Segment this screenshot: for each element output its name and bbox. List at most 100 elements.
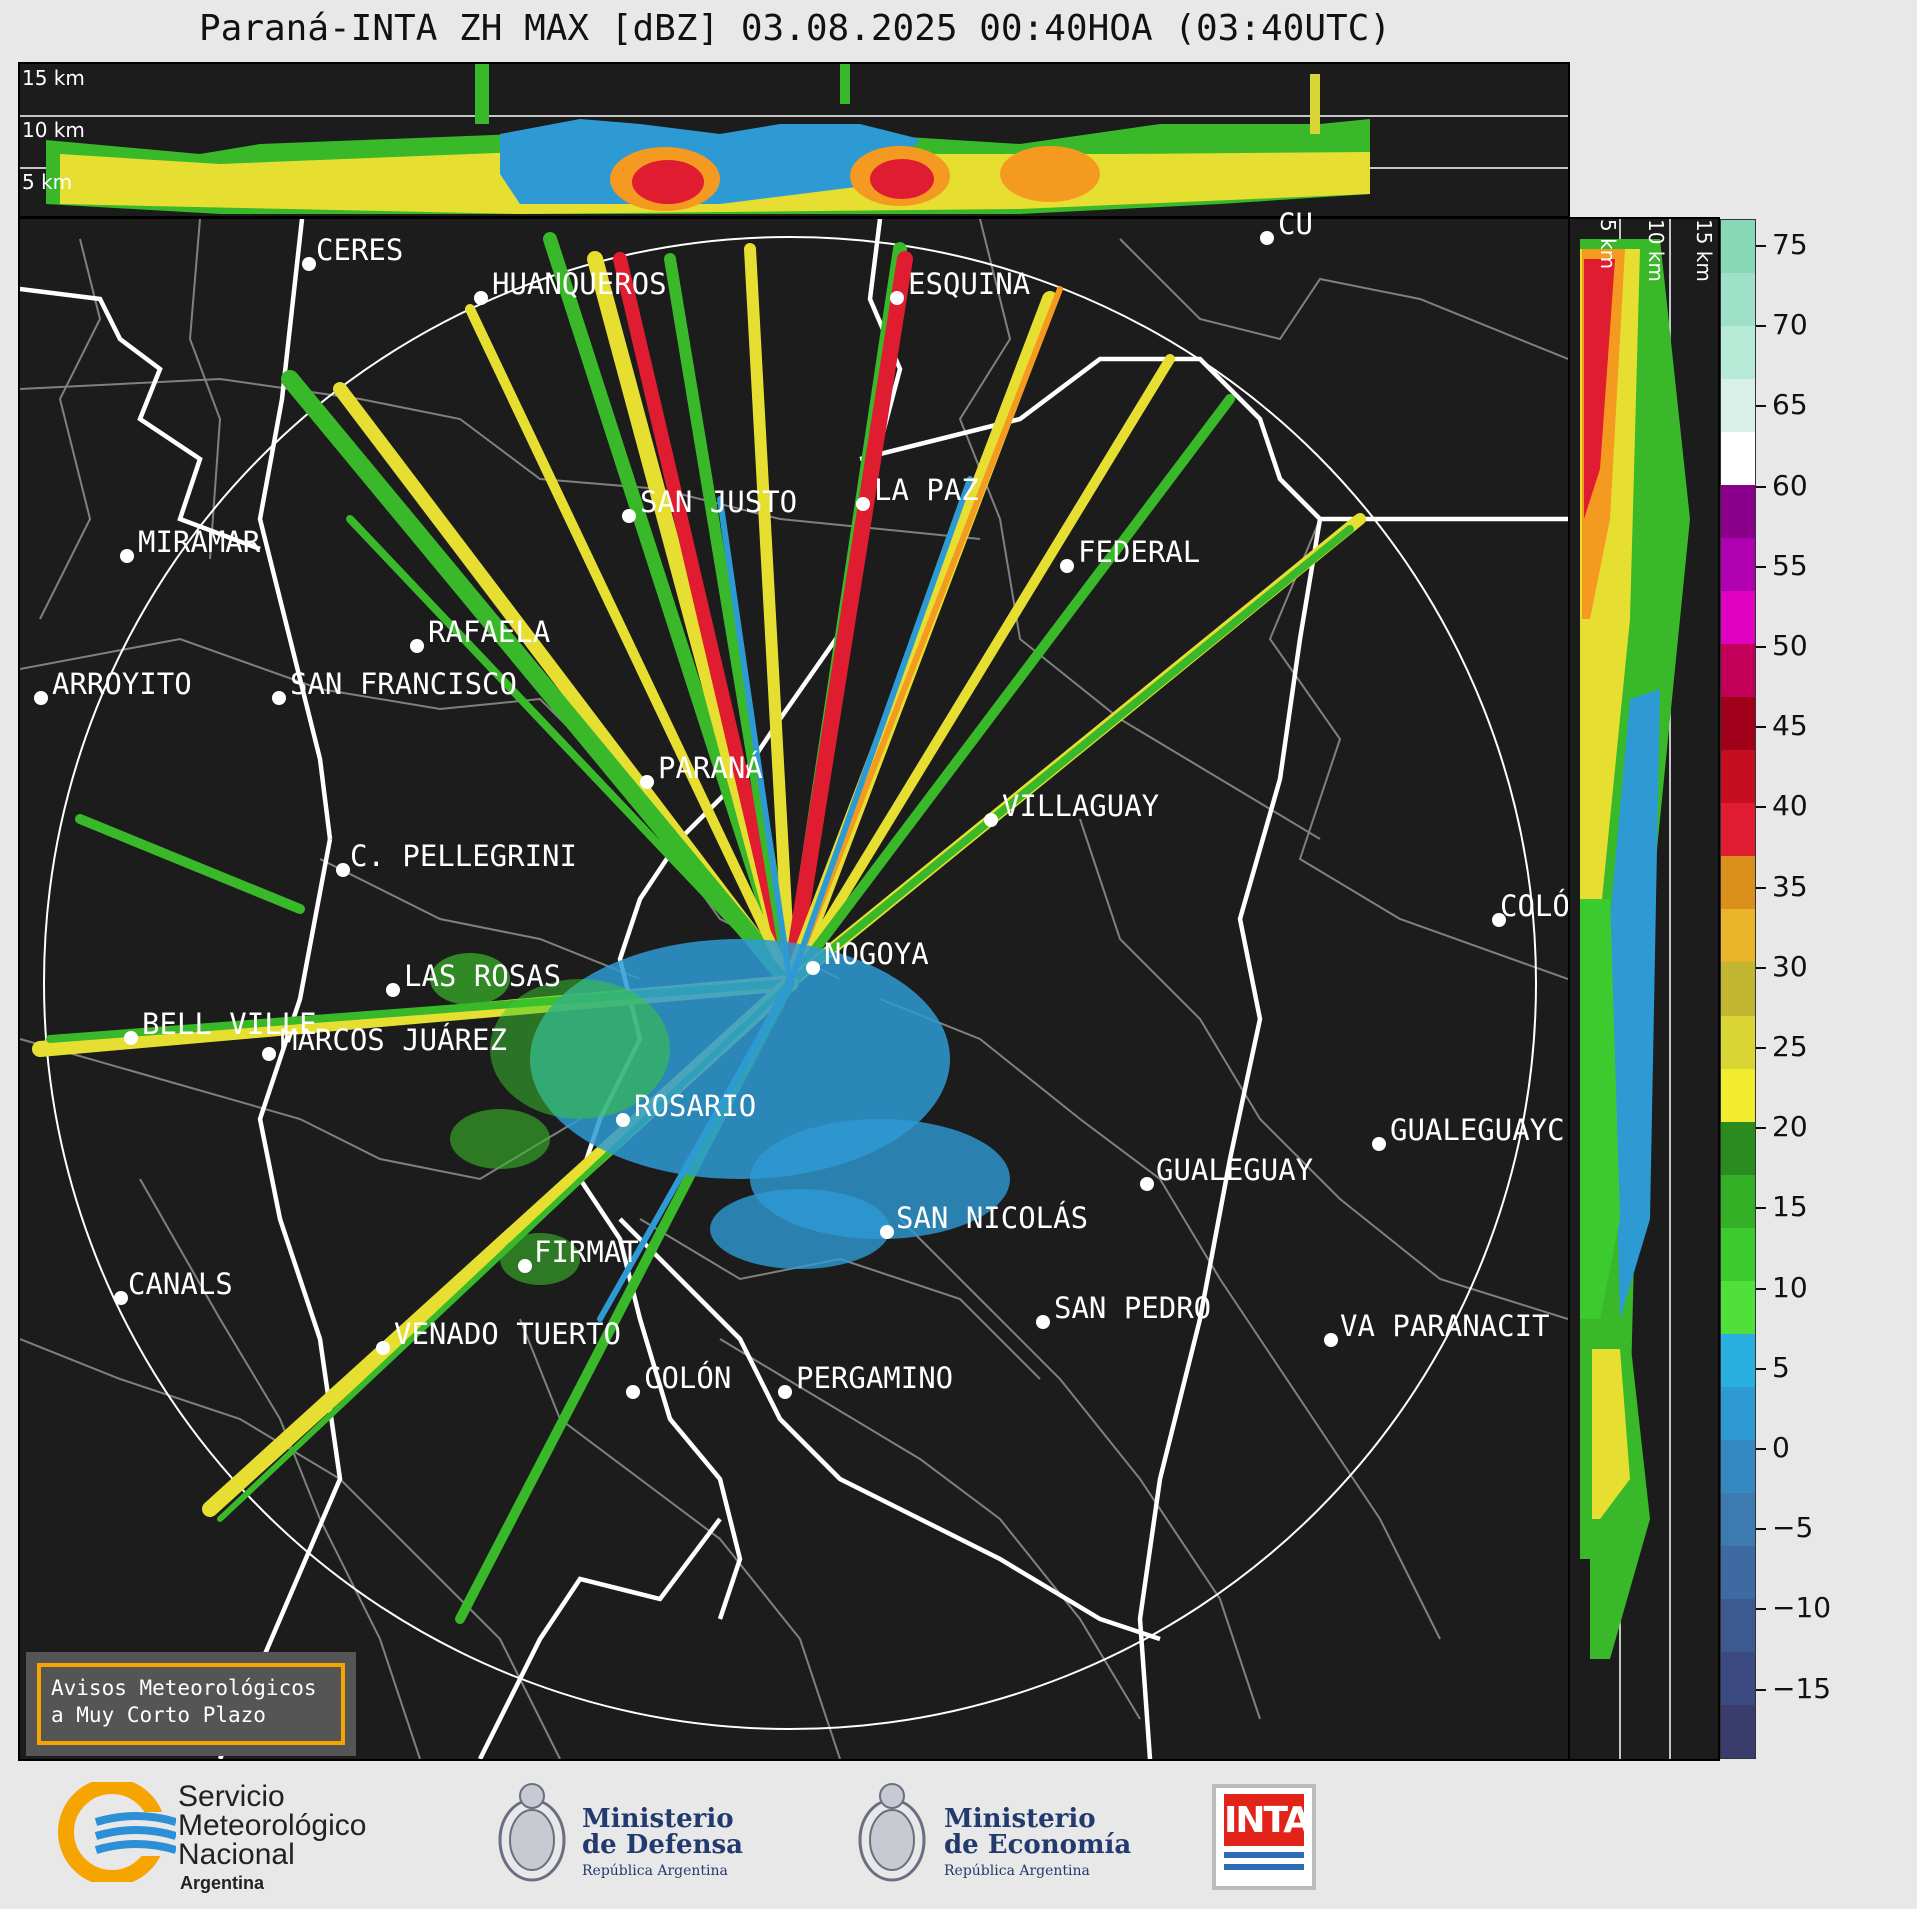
- smn-line-1: Servicio: [178, 1780, 285, 1813]
- city-label-federal: FEDERAL: [1078, 535, 1201, 569]
- top-height-label-15: 15 km: [22, 66, 85, 90]
- city-dot: [120, 549, 134, 563]
- city-label-pergamino: PERGAMINO: [796, 1361, 954, 1395]
- side-cross-section-graphic: [1580, 219, 1690, 1759]
- city-dot: [474, 291, 488, 305]
- city-label-nogoya: NOGOYA: [824, 937, 929, 971]
- colorbar-tick: [1756, 1608, 1766, 1611]
- city-label-firmat: FIRMAT: [534, 1235, 639, 1269]
- city-label-esquina: ESQUINA: [908, 267, 1031, 301]
- colorbar-tick-label: 20: [1772, 1110, 1808, 1144]
- city-dot: [302, 257, 316, 271]
- top-cross-section-graphic: [20, 64, 1568, 214]
- radar-map-graphic: [20, 219, 1568, 1759]
- city-dot: [114, 1291, 128, 1305]
- city-dot: [984, 813, 998, 827]
- colorbar-tick: [1756, 1287, 1766, 1290]
- economia-logo-text: Ministerio de Economía República Argenti…: [944, 1806, 1131, 1884]
- colorbar-tick-label: 55: [1772, 548, 1808, 582]
- city-label-bell-ville: BELL VILLE: [142, 1007, 317, 1041]
- smn-line-3: Nacional: [178, 1838, 295, 1871]
- top-height-label-5: 5 km: [22, 170, 73, 194]
- top-cross-section-panel: 15 km 10 km 5 km: [18, 62, 1570, 218]
- colorbar-segment: [1721, 325, 1755, 380]
- city-dot: [376, 1341, 390, 1355]
- smn-logo-text: Servicio Meteorológico Nacional Argentin…: [178, 1782, 366, 1898]
- city-dot: [518, 1259, 532, 1273]
- city-dot: [1260, 231, 1274, 245]
- city-dot: [806, 961, 820, 975]
- radar-map-panel: CERES HUANQUEROS ESQUINA CU SAN JUSTO LA…: [18, 207, 1570, 1761]
- city-dot: [626, 1385, 640, 1399]
- colorbar-tick: [1756, 806, 1766, 809]
- colorbar-segment: [1721, 1704, 1755, 1758]
- defensa-line-2: de Defensa: [582, 1830, 743, 1860]
- page-title: Paraná-INTA ZH MAX [dBZ] 03.08.2025 00:4…: [198, 8, 1392, 49]
- city-label-las-rosas: LAS ROSAS: [404, 959, 562, 993]
- city-label-canals: CANALS: [128, 1267, 233, 1301]
- colorbar-tick-label: 50: [1772, 629, 1808, 662]
- notice-line-2: a Muy Corto Plazo: [51, 1703, 266, 1727]
- defensa-logo-text: Ministerio de Defensa República Argentin…: [582, 1806, 743, 1884]
- city-label-la-paz: LA PAZ: [874, 473, 979, 507]
- side-cross-section-panel: 5 km 10 km 15 km: [1568, 217, 1720, 1761]
- colorbar-segment: [1721, 272, 1755, 327]
- city-dot: [1036, 1315, 1050, 1329]
- colorbar-segment: [1721, 1068, 1755, 1122]
- city-label-villaguay: VILLAGUAY: [1002, 789, 1160, 823]
- colorbar-segment: [1721, 219, 1755, 274]
- colorbar-tick: [1756, 886, 1766, 889]
- colorbar-segment: [1721, 749, 1755, 804]
- city-dot: [410, 639, 424, 653]
- dbz-colorbar: [1720, 219, 1756, 1759]
- colorbar-segment: [1721, 378, 1755, 433]
- city-dot: [262, 1047, 276, 1061]
- side-height-label-5: 5 km: [1596, 219, 1620, 270]
- colorbar-tick: [1756, 245, 1766, 247]
- colorbar-tick-label: 15: [1772, 1190, 1808, 1224]
- city-label-gualeguay: GUALEGUAY: [1156, 1153, 1314, 1187]
- colorbar-segment: [1721, 1492, 1755, 1546]
- city-dot: [34, 691, 48, 705]
- colorbar-segment: [1721, 1386, 1755, 1440]
- city-dot: [778, 1385, 792, 1399]
- colorbar-segment: [1721, 696, 1755, 751]
- economia-sub: República Argentina: [944, 1863, 1090, 1879]
- city-label-san-pedro: SAN PEDRO: [1054, 1291, 1212, 1325]
- city-label-marcos-juarez: MARCOS JUÁREZ: [280, 1023, 507, 1057]
- city-dot: [856, 497, 870, 511]
- colorbar-tick: [1756, 1047, 1766, 1049]
- colorbar-segment: [1721, 590, 1755, 645]
- colorbar-tick: [1756, 405, 1766, 408]
- city-label-rosario: ROSARIO: [634, 1089, 757, 1123]
- colorbar-segment: [1721, 1598, 1755, 1652]
- colorbar-tick: [1756, 1528, 1766, 1531]
- colorbar-segment: [1721, 1333, 1755, 1387]
- city-label-colo: COLÓ: [1500, 889, 1570, 923]
- city-label-san-francisco: SAN FRANCISCO: [290, 667, 517, 701]
- city-label-san-justo: SAN JUSTO: [640, 485, 798, 519]
- colorbar-tick-label: 40: [1772, 789, 1808, 823]
- colorbar-segment: [1721, 537, 1755, 592]
- city-dot: [1492, 913, 1506, 927]
- city-label-parana: PARANÁ: [658, 751, 763, 785]
- city-dot: [640, 775, 654, 789]
- colorbar-tick: [1756, 1448, 1766, 1450]
- city-label-rafaela: RAFAELA: [428, 615, 551, 649]
- colorbar-tick-label: 10: [1772, 1270, 1808, 1304]
- defensa-line-1: Ministerio: [582, 1804, 734, 1834]
- defensa-seal-icon: [498, 1783, 566, 1882]
- colorbar-tick-label: −10: [1772, 1591, 1832, 1625]
- inta-logo-text: INTA: [1224, 1794, 1311, 1846]
- colorbar-segment: [1721, 643, 1755, 698]
- colorbar-tick: [1756, 565, 1766, 568]
- city-dot: [336, 863, 350, 877]
- side-height-label-10: 10 km: [1644, 219, 1668, 282]
- city-dot: [616, 1113, 630, 1127]
- colorbar-tick-label: −5: [1772, 1511, 1814, 1545]
- colorbar-segment: [1721, 1121, 1755, 1175]
- city-label-san-nicolas: SAN NICOLÁS: [896, 1201, 1089, 1235]
- economia-seal-icon: [858, 1783, 926, 1882]
- city-dot: [1060, 559, 1074, 573]
- colorbar-tick-label: 70: [1772, 308, 1808, 342]
